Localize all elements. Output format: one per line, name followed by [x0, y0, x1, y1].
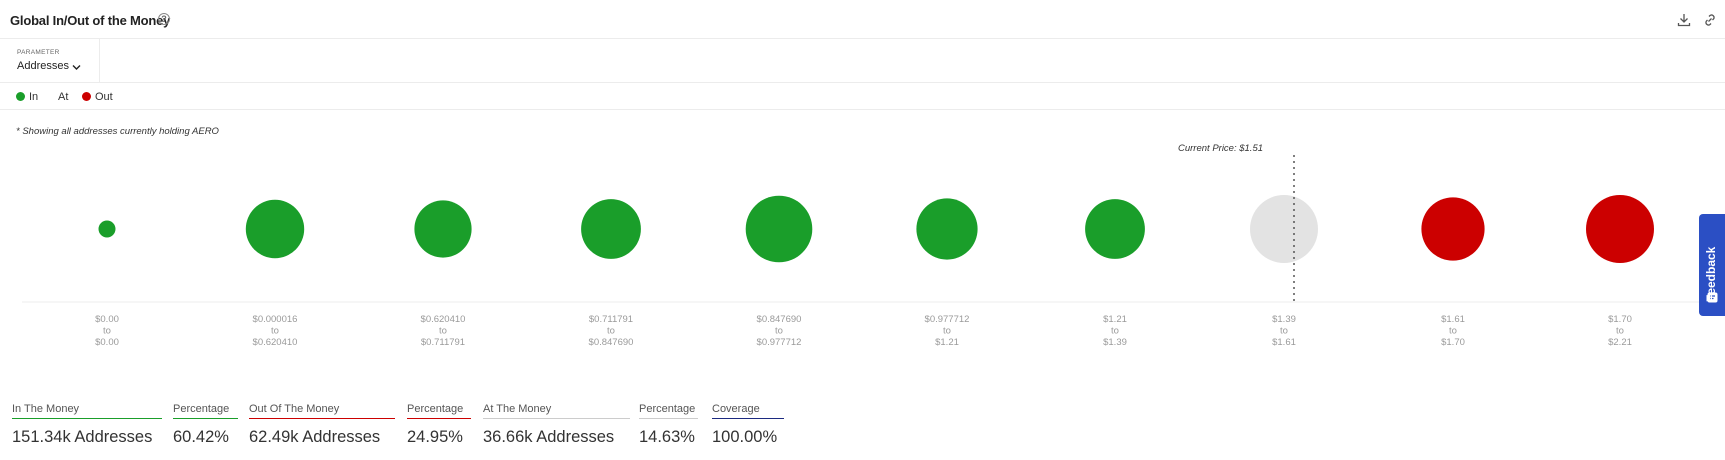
range-label-to-6: $1.21	[935, 337, 959, 348]
range-label-connector-9: to	[1449, 326, 1457, 337]
feedback-icon	[1707, 292, 1718, 303]
current-price-label: Current Price: $1.51	[1178, 143, 1263, 154]
legend-item-at[interactable]: At	[45, 90, 68, 104]
parameter-row: PARAMETER Addresses	[0, 39, 1725, 83]
range-label-to-7: $1.39	[1103, 337, 1127, 348]
range-label-from-3: $0.620410	[421, 314, 466, 325]
legend-label-out: Out	[95, 91, 113, 103]
range-label-to-10: $2.21	[1608, 337, 1632, 348]
range-label-to-5: $0.977712	[757, 337, 802, 348]
range-label-connector-8: to	[1280, 326, 1288, 337]
stat-value: 62.49k Addresses	[249, 428, 381, 446]
bubble-in-7[interactable]	[1085, 199, 1145, 259]
bubble-in-4[interactable]	[581, 199, 641, 259]
bubble-in-3[interactable]	[414, 200, 472, 258]
legend-dot-in	[16, 92, 25, 101]
range-label-connector-3: to	[439, 326, 447, 337]
legend: In At Out	[0, 83, 1725, 110]
legend-dot-out	[82, 92, 91, 101]
stat-label: In The Money	[12, 403, 162, 419]
range-label-connector-5: to	[775, 326, 783, 337]
range-label-from-8: $1.39	[1272, 314, 1296, 325]
parameter-select[interactable]: PARAMETER Addresses	[0, 39, 100, 83]
bubble-out-9[interactable]	[1421, 197, 1485, 261]
stat-label: Percentage	[173, 403, 238, 419]
range-label-to-8: $1.61	[1272, 337, 1296, 348]
stat-label: At The Money	[483, 403, 630, 419]
link-icon[interactable]	[1702, 12, 1718, 28]
stat-5: At The Money 36.66k Addresses	[483, 403, 630, 447]
range-label-connector-6: to	[943, 326, 951, 337]
download-icon[interactable]	[1676, 12, 1692, 28]
stat-value: 100.00%	[712, 428, 778, 446]
parameter-label: PARAMETER	[17, 49, 60, 56]
stat-label: Percentage	[407, 403, 471, 419]
stat-label: Coverage	[712, 403, 784, 419]
holding-note: * Showing all addresses currently holdin…	[16, 126, 219, 137]
range-label-connector-1: to	[103, 326, 111, 337]
stat-value: 24.95%	[407, 428, 463, 446]
range-label-to-4: $0.847690	[589, 337, 634, 348]
range-label-from-2: $0.000016	[253, 314, 298, 325]
stat-4: Percentage 24.95%	[407, 403, 471, 447]
bubble-in-1[interactable]	[98, 220, 116, 238]
range-label-connector-4: to	[607, 326, 615, 337]
range-label-to-3: $0.711791	[421, 337, 465, 348]
range-label-to-2: $0.620410	[253, 337, 298, 348]
range-label-connector-10: to	[1616, 326, 1624, 337]
legend-label-in: In	[29, 91, 39, 103]
stat-value: 60.42%	[173, 428, 229, 446]
parameter-value[interactable]: Addresses	[17, 60, 69, 72]
range-label-from-6: $0.977712	[925, 314, 970, 325]
stat-label: Out Of The Money	[249, 403, 395, 419]
widget-header: Global In/Out of the Money ?	[0, 0, 1725, 39]
widget-title: Global In/Out of the Money	[10, 13, 171, 28]
range-label-from-10: $1.70	[1608, 314, 1632, 325]
range-label-from-1: $0.00	[95, 314, 119, 325]
stat-value: 14.63%	[639, 428, 695, 446]
chevron-down-icon[interactable]	[72, 64, 81, 71]
legend-dot-at	[45, 92, 54, 101]
bubble-in-6[interactable]	[916, 198, 978, 260]
feedback-tab[interactable]: Feedback	[1699, 214, 1725, 316]
bubble-at-8[interactable]	[1250, 195, 1318, 263]
range-label-from-7: $1.21	[1103, 314, 1127, 325]
stat-value: 36.66k Addresses	[483, 428, 615, 446]
bubble-in-5[interactable]	[745, 195, 813, 263]
range-label-from-9: $1.61	[1441, 314, 1465, 325]
range-label-to-1: $0.00	[95, 337, 119, 348]
bubble-in-2[interactable]	[245, 199, 305, 259]
stat-value: 151.34k Addresses	[12, 428, 153, 446]
range-label-connector-7: to	[1111, 326, 1119, 337]
range-labels-group: $0.00to$0.00$0.000016to$0.620410$0.62041…	[95, 314, 1632, 348]
range-label-connector-2: to	[271, 326, 279, 337]
range-label-from-4: $0.711791	[589, 314, 633, 325]
bubble-chart: $0.00to$0.00$0.000016to$0.620410$0.62041…	[22, 143, 1700, 348]
stat-2: Percentage 60.42%	[173, 403, 238, 447]
legend-label-at: At	[58, 91, 69, 103]
legend-item-out[interactable]: Out	[82, 90, 113, 104]
bubbles-group	[98, 195, 1654, 263]
help-circle-icon[interactable]: ?	[158, 13, 170, 25]
stat-1: In The Money 151.34k Addresses	[12, 403, 162, 447]
stat-7: Coverage 100.00%	[712, 403, 784, 447]
stat-6: Percentage 14.63%	[639, 403, 698, 447]
range-label-to-9: $1.70	[1441, 337, 1465, 348]
bubble-out-10[interactable]	[1586, 195, 1654, 263]
range-label-from-5: $0.847690	[757, 314, 802, 325]
feedback-label: Feedback	[1704, 246, 1718, 302]
stat-3: Out Of The Money 62.49k Addresses	[249, 403, 395, 447]
stat-label: Percentage	[639, 403, 698, 419]
legend-item-in[interactable]: In	[16, 90, 38, 104]
